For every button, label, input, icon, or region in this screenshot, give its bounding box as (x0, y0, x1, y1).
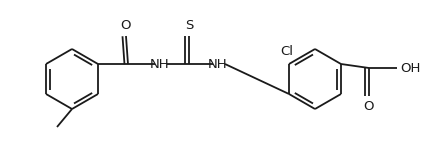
Text: O: O (364, 100, 374, 113)
Text: Cl: Cl (280, 45, 293, 58)
Text: O: O (121, 19, 131, 32)
Text: S: S (185, 19, 193, 32)
Text: NH: NH (208, 57, 228, 71)
Text: OH: OH (400, 61, 420, 75)
Text: NH: NH (150, 57, 170, 71)
